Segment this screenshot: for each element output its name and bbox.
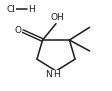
Text: OH: OH bbox=[50, 13, 64, 22]
Text: Cl: Cl bbox=[7, 5, 16, 14]
Text: H: H bbox=[53, 70, 59, 79]
Text: N: N bbox=[45, 70, 52, 79]
Text: O: O bbox=[14, 26, 21, 35]
Text: H: H bbox=[28, 5, 35, 14]
